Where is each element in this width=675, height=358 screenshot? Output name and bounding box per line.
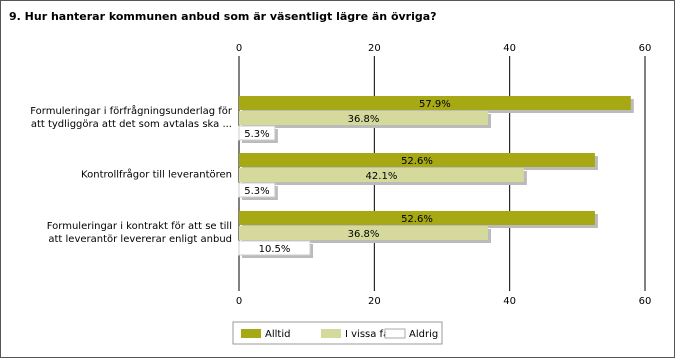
value-label: 57.9% [419,99,451,110]
legend-label: Alltid [265,329,290,340]
x-tick-label-top: 0 [236,43,242,54]
x-tick-label-top: 60 [639,43,652,54]
x-tick-label-bottom: 0 [236,296,242,307]
bar [238,125,276,141]
value-label: 36.8% [348,114,380,125]
value-label: 36.8% [348,229,380,240]
category-label: Kontrollfrågor till leverantören [81,169,232,181]
category-label: Formuleringar i förfrågningsunderlag för… [30,106,232,130]
bar [239,226,489,240]
value-label: 52.6% [401,214,433,225]
bar [238,182,276,198]
legend-swatch [321,329,341,338]
x-tick-label-bottom: 20 [368,296,381,307]
value-label: 10.5% [259,244,291,255]
bar [239,111,489,125]
chart-title: 9. Hur hanterar kommunen anbud som är vä… [9,10,437,23]
bar [239,96,631,110]
value-label: 5.3% [244,129,269,140]
legend-label: Aldrig [409,329,438,340]
legend-swatch [241,329,261,338]
x-tick-label-bottom: 60 [639,296,652,307]
value-label: 5.3% [244,186,269,197]
legend-label: I vissa fall [345,329,395,340]
x-tick-label-top: 40 [503,43,516,54]
bar [238,240,311,256]
value-label: 52.6% [401,156,433,167]
legend-swatch [384,328,406,339]
value-label: 42.1% [366,171,398,182]
bar [239,211,595,225]
x-tick-label-bottom: 40 [503,296,516,307]
bar [239,153,595,167]
bar [239,168,524,182]
category-label: Formuleringar i kontrakt för att se till… [46,221,232,245]
x-tick-label-top: 20 [368,43,381,54]
